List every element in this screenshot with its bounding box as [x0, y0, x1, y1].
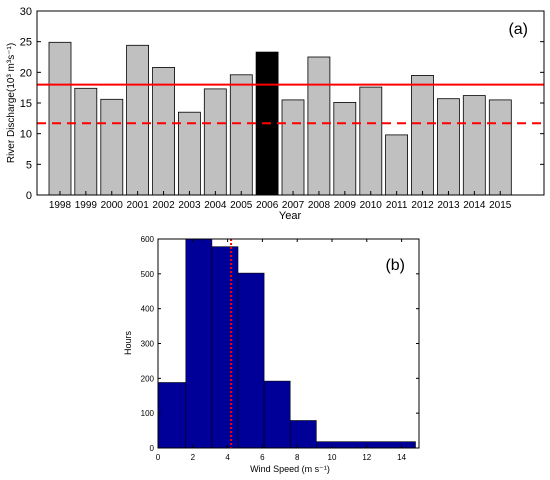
chart-b-x-tick-label: 4 [225, 453, 230, 462]
chart-a-bar-2005 [229, 74, 253, 196]
chart-a-x-tick-label: 2001 [127, 200, 150, 211]
chart-a-x-tick-label: 1998 [49, 200, 72, 211]
chart-b-x-tick-label: 0 [156, 453, 161, 462]
chart-a-x-tick-label: 2009 [334, 200, 357, 211]
chart-a-x-tick-label: 2004 [204, 200, 227, 211]
chart-a-bar-2002 [152, 67, 176, 196]
chart-b-x-tick-label: 8 [295, 453, 300, 462]
chart-b-x-tick-label: 14 [397, 453, 406, 462]
chart-a-x-tick-label: 2000 [101, 200, 124, 211]
chart-b-x-tick-label: 10 [328, 453, 337, 462]
chart-b-x-tick-label: 12 [362, 453, 371, 462]
chart-a-y-axis-label: River Discharge(10³ m³s⁻¹) [6, 43, 17, 163]
chart-a-panel-label: (a) [508, 21, 528, 38]
chart-a-y-tick-label: 15 [20, 98, 32, 110]
chart-a-bar-2013 [436, 98, 460, 196]
chart-a-y-tick-label: 5 [26, 159, 32, 171]
chart-a-x-axis: 1998 1999 2000 2001 2002 2003 2004 2005 2006 2007… [49, 191, 512, 211]
chart-a-bar-2001 [126, 44, 149, 196]
chart-a-x-axis-label: Year [279, 210, 302, 222]
chart-a-bar-2014 [462, 95, 486, 196]
chart-b-y-tick-label: 200 [141, 374, 155, 383]
chart-a-bar-2015 [488, 99, 512, 196]
chart-a-y-tick-label: 25 [20, 37, 32, 49]
chart-b-histogram-bar-5 [289, 420, 317, 449]
chart-a-bar-2011 [385, 134, 409, 196]
chart-b-panel-label: (b) [385, 257, 405, 274]
chart-a-bars [48, 41, 512, 196]
chart-b-bars [157, 238, 416, 449]
chart-b-y-tick-label: 100 [141, 409, 155, 418]
chart-a-y-tick-label: 0 [26, 190, 32, 202]
chart-b-histogram-bar-1 [185, 238, 213, 449]
chart-b-x-axis-label: Wind Speed (m s⁻¹) [250, 464, 330, 474]
chart-a-bar-2003 [177, 111, 201, 196]
chart-a-bar-2012 [411, 75, 434, 196]
chart-a-x-tick-label: 2005 [230, 200, 253, 211]
chart-a-bar-1999 [74, 87, 98, 196]
chart-a-bar-2000 [100, 98, 124, 196]
chart-a-reference-lines [37, 83, 544, 125]
chart-a-x-tick-label: 1999 [75, 200, 98, 211]
chart-b-x-axis: 0 2 4 6 8 10 12 14 [156, 239, 407, 462]
chart-a-x-tick-label: 2003 [178, 200, 201, 211]
chart-a-bar-2010 [359, 86, 383, 196]
chart-b-x-tick-label: 2 [191, 453, 196, 462]
chart-a-x-tick-label: 2011 [386, 200, 408, 211]
chart-a-bar-1998 [48, 41, 72, 196]
chart-a-x-tick-label: 2007 [282, 200, 305, 211]
chart-a-x-tick-label: 2014 [463, 200, 486, 211]
chart-b-histogram-bar-6 [315, 441, 416, 449]
chart-a-bar-2008 [307, 56, 331, 196]
chart-a-bar-2007 [281, 99, 305, 196]
chart-a-x-tick-label: 2010 [360, 200, 383, 211]
chart-b-y-axis-label: Hours [123, 331, 133, 356]
chart-b-y-tick-label: 400 [141, 305, 155, 314]
chart-b-y-tick-label: 600 [141, 235, 155, 244]
chart-a-y-tick-label: 20 [20, 67, 32, 79]
chart-b-y-tick-label: 300 [141, 340, 155, 349]
chart-a-y-tick-label: 10 [20, 129, 32, 141]
chart-b-histogram-bar-2 [211, 246, 239, 449]
chart-b-histogram-bar-0 [157, 382, 187, 449]
chart-a-bar-2004 [203, 88, 227, 196]
chart-a-x-tick-label: 2015 [489, 200, 512, 211]
chart-b-y-axis: 0 100 200 300 400 500 600 [141, 235, 419, 453]
chart-a-x-tick-label: 2013 [437, 200, 460, 211]
chart-b-y-tick-label: 0 [150, 444, 155, 453]
chart-b-x-tick-label: 6 [260, 453, 265, 462]
chart-a-x-tick-label: 2008 [308, 200, 331, 211]
chart-a-bar-2009 [333, 102, 357, 196]
chart-b-y-tick-label: 500 [141, 270, 155, 279]
chart-a-x-tick-label: 2002 [152, 200, 175, 211]
chart-a-x-tick-label: 2012 [411, 200, 434, 211]
chart-b-histogram-bar-3 [237, 272, 265, 449]
chart-b-histogram-bar-4 [263, 380, 291, 449]
chart-a-x-tick-label: 2006 [256, 200, 279, 211]
chart-b: 0 100 200 300 400 500 600 0 2 4 6 8 10 12 14 (b) Wind… [123, 235, 420, 474]
chart-a-y-axis: 0 5 10 15 20 25 30 [20, 6, 544, 202]
chart-a-y-tick-label: 30 [20, 6, 32, 18]
